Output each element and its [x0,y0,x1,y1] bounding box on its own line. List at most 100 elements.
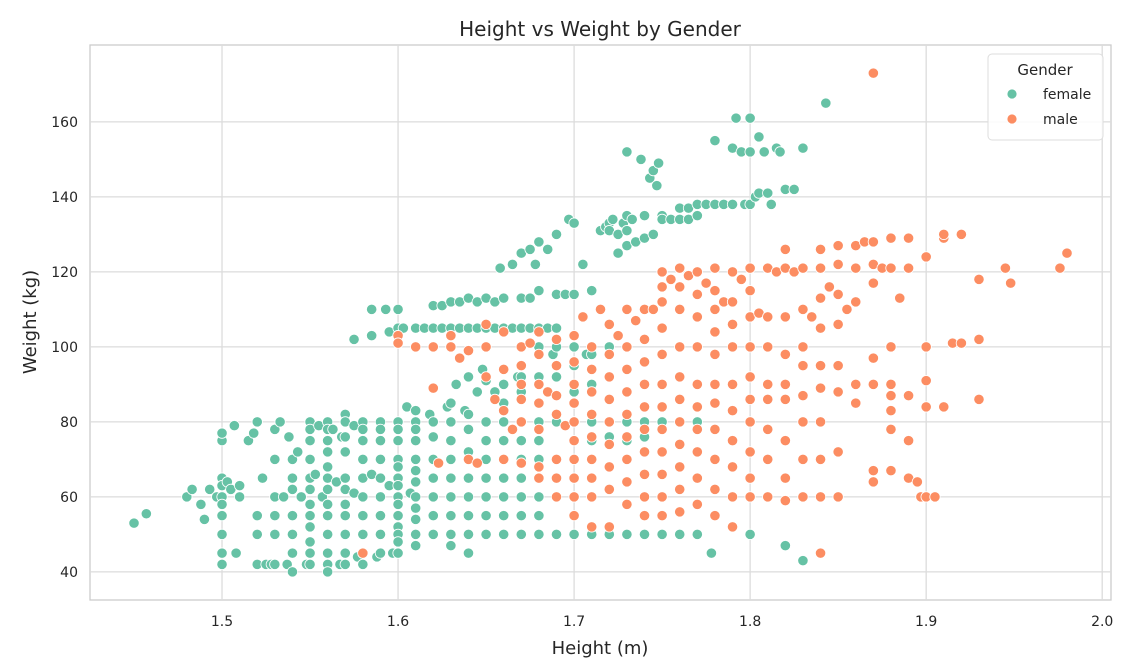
female-point [498,416,510,428]
female-point [462,371,475,383]
y-tick-label: 60 [60,490,78,506]
male-point [814,416,827,428]
male-point [638,378,651,390]
female-point [427,510,439,522]
female-point [357,558,369,570]
male-point [647,303,659,315]
male-point [867,465,879,477]
female-point [726,198,739,210]
female-point [480,510,492,522]
female-point [357,491,369,503]
female-point [652,157,665,169]
male-point [691,401,703,413]
male-point [489,393,501,405]
male-point [902,435,915,447]
female-point [427,528,439,540]
male-point [709,285,721,297]
male-point [603,348,615,360]
female-point [797,555,809,567]
female-point [621,528,633,540]
male-point [744,393,756,405]
female-point [410,528,422,540]
female-point [515,472,527,484]
male-point [726,491,739,503]
male-point [744,472,756,484]
male-point [603,438,615,450]
male-point [999,262,1011,274]
female-point [216,510,228,522]
female-point [445,416,457,428]
male-point [586,491,598,503]
male-point [709,453,721,465]
female-point [304,510,316,522]
male-point [656,423,668,435]
male-point [744,491,756,503]
male-point [656,322,668,334]
female-point [140,508,152,520]
male-point [832,446,844,458]
female-point [304,483,316,495]
series-male [357,67,1073,559]
male-point [506,423,519,435]
male-point [656,281,668,293]
y-tick-label: 100 [51,340,78,356]
female-point [445,528,457,540]
female-point [462,423,475,435]
female-point [216,547,228,559]
female-point [410,491,422,503]
female-point [392,547,404,559]
male-point [471,457,483,469]
male-point [841,303,853,315]
male-point [638,356,651,368]
female-point [621,146,633,158]
female-point [515,510,527,522]
female-point [524,292,536,304]
x-tick-label: 2.0 [1091,614,1113,630]
male-point [612,330,624,342]
male-point [709,348,721,360]
female-point [204,483,216,495]
female-point [820,97,832,109]
female-point [445,453,457,465]
male-point [498,363,510,375]
male-point [674,506,686,518]
male-point [656,378,668,390]
male-point [432,457,445,469]
male-point [603,416,615,428]
female-point [339,547,351,559]
chart-title: Height vs Weight by Gender [459,17,741,41]
male-point [779,378,791,390]
male-point [885,390,897,402]
female-point [230,547,242,559]
female-point [647,228,659,240]
female-point [348,333,360,345]
male-point [920,341,932,353]
male-point [524,337,536,349]
male-point [885,378,897,390]
male-point [621,476,633,488]
male-point [621,453,633,465]
male-point [691,423,703,435]
female-point [498,435,510,447]
male-point [885,405,897,417]
male-point [709,303,721,315]
female-point [607,213,619,225]
female-point [269,528,281,540]
female-point [427,416,439,428]
male-point [568,510,580,522]
female-point [524,243,536,255]
male-point [709,483,721,495]
male-point [638,401,651,413]
male-point [762,453,774,465]
male-point [762,378,774,390]
male-point [814,243,827,255]
axis-ticks: 1.5 1.6 1.7 1.8 1.9 2.0 40 60 80 100 120 140 160 [51,115,1113,630]
female-point [374,547,387,559]
male-point [674,371,686,383]
female-point [292,446,304,458]
male-point [656,510,668,522]
male-point [762,491,774,503]
female-point [304,536,316,548]
plot-area [89,44,1112,601]
female-point [445,540,457,552]
